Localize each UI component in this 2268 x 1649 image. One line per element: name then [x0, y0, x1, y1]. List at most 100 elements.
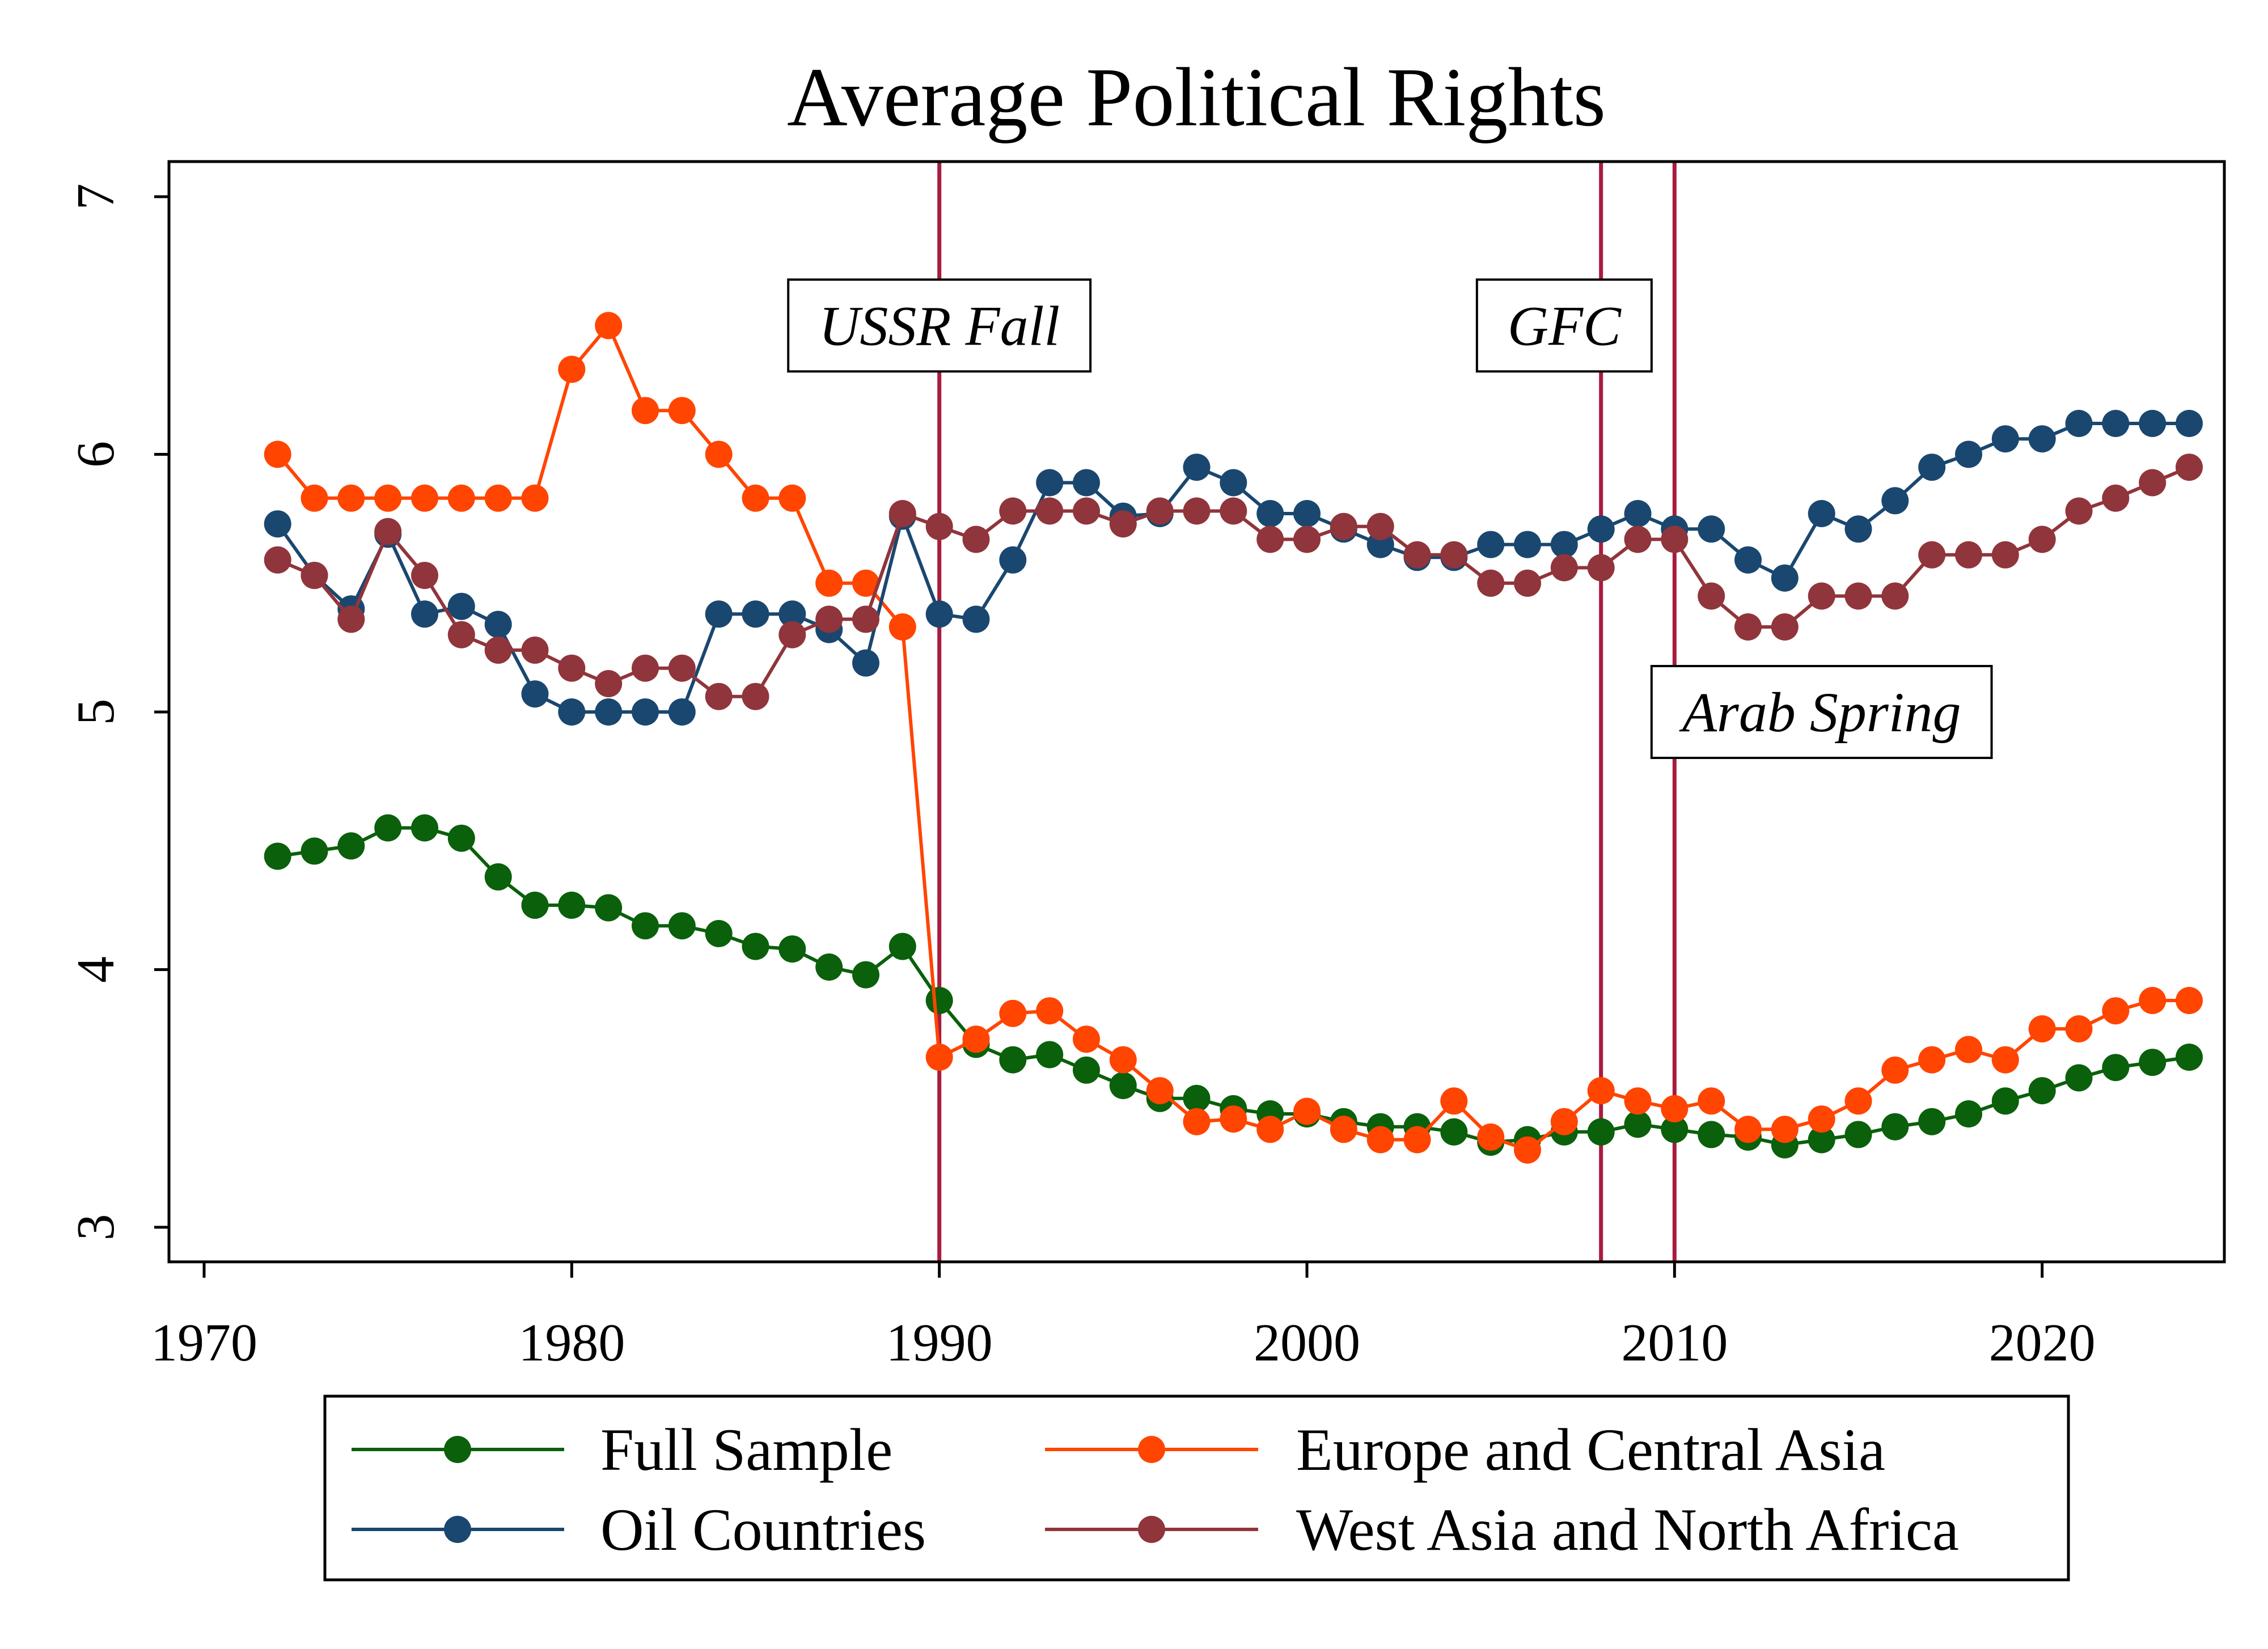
data-point-oil-countries [852, 649, 879, 677]
legend-marker [1138, 1436, 1165, 1463]
data-point-full-sample [1661, 1116, 1689, 1143]
data-point-full-sample [742, 932, 769, 960]
data-point-europe-and-central-asia [1587, 1077, 1615, 1105]
data-point-west-asia-and-north-africa [1073, 497, 1100, 525]
data-point-europe-and-central-asia [2102, 997, 2130, 1025]
y-tick-label: 5 [66, 699, 125, 726]
data-point-full-sample [815, 953, 843, 981]
data-point-west-asia-and-north-africa [1991, 541, 2019, 569]
data-point-west-asia-and-north-africa [888, 500, 916, 527]
data-point-full-sample [632, 912, 659, 940]
y-axis: 3 4 5 6 7 [66, 184, 169, 1241]
data-point-west-asia-and-north-africa [2065, 497, 2093, 525]
data-point-west-asia-and-north-africa [1477, 569, 1505, 597]
x-tick-label: 2010 [1621, 1313, 1728, 1372]
x-tick-label: 1990 [886, 1313, 993, 1372]
data-point-west-asia-and-north-africa [301, 562, 328, 590]
data-point-oil-countries [521, 680, 549, 708]
data-point-europe-and-central-asia [815, 569, 843, 597]
data-point-west-asia-and-north-africa [484, 636, 512, 664]
series-europe-and-central-asia [264, 312, 2203, 1164]
data-point-west-asia-and-north-africa [1734, 613, 1762, 641]
data-point-full-sample [1036, 1041, 1064, 1069]
data-point-west-asia-and-north-africa [2176, 453, 2203, 481]
data-point-europe-and-central-asia [1440, 1087, 1468, 1115]
data-point-europe-and-central-asia [1991, 1046, 2019, 1074]
data-point-oil-countries [2065, 410, 2093, 437]
chart-title: Average Political Rights [787, 51, 1606, 144]
data-point-oil-countries [962, 605, 990, 633]
data-point-oil-countries [1293, 500, 1321, 527]
annotation-box [787, 278, 1092, 373]
data-point-oil-countries [925, 600, 953, 628]
y-tick-label: 3 [66, 1214, 125, 1241]
data-point-west-asia-and-north-africa [264, 546, 291, 574]
data-point-west-asia-and-north-africa [815, 605, 843, 633]
data-point-full-sample [337, 832, 365, 860]
annotation-ussr-fall: USSR Fall [787, 278, 1092, 373]
data-point-west-asia-and-north-africa [1550, 554, 1578, 582]
data-point-oil-countries [1881, 487, 1909, 515]
data-point-europe-and-central-asia [558, 355, 586, 383]
legend-label: Oil Countries [600, 1497, 926, 1563]
legend: Full Sample Europe and Central Asia Oil … [323, 1394, 2070, 1582]
data-point-oil-countries [2139, 410, 2167, 437]
data-point-oil-countries [1771, 564, 1799, 592]
data-point-europe-and-central-asia [1624, 1087, 1652, 1115]
data-point-west-asia-and-north-africa [1624, 525, 1652, 553]
data-point-europe-and-central-asia [888, 613, 916, 641]
series-layer [264, 312, 2203, 1164]
data-point-west-asia-and-north-africa [1698, 582, 1725, 610]
data-point-europe-and-central-asia [301, 484, 328, 512]
data-point-west-asia-and-north-africa [1881, 582, 1909, 610]
data-point-europe-and-central-asia [1514, 1136, 1541, 1164]
data-point-full-sample [2176, 1044, 2203, 1071]
annotation-box [1475, 278, 1653, 373]
data-point-europe-and-central-asia [595, 312, 623, 340]
data-point-west-asia-and-north-africa [632, 654, 659, 682]
data-point-oil-countries [2176, 410, 2203, 437]
data-point-full-sample [1844, 1121, 1872, 1148]
data-point-full-sample [374, 814, 402, 842]
data-point-full-sample [411, 814, 438, 842]
data-point-europe-and-central-asia [925, 1044, 953, 1071]
data-point-oil-countries [411, 600, 438, 628]
data-point-europe-and-central-asia [1330, 1116, 1357, 1143]
data-point-europe-and-central-asia [1109, 1046, 1137, 1074]
legend-marker [444, 1516, 471, 1543]
data-point-full-sample [1073, 1056, 1100, 1084]
data-point-west-asia-and-north-africa [852, 605, 879, 633]
data-point-full-sample [1881, 1113, 1909, 1141]
legend-label: Full Sample [600, 1417, 892, 1483]
data-point-europe-and-central-asia [2065, 1015, 2093, 1042]
data-point-full-sample [778, 935, 806, 963]
data-point-oil-countries [1514, 531, 1541, 558]
data-point-europe-and-central-asia [1550, 1108, 1578, 1135]
data-point-full-sample [2065, 1064, 2093, 1092]
data-point-west-asia-and-north-africa [1955, 541, 1982, 569]
data-point-full-sample [705, 919, 733, 947]
data-point-west-asia-and-north-africa [705, 683, 733, 710]
data-point-europe-and-central-asia [521, 484, 549, 512]
data-point-west-asia-and-north-africa [374, 518, 402, 545]
data-point-europe-and-central-asia [447, 484, 475, 512]
data-point-oil-countries [999, 546, 1027, 574]
data-point-west-asia-and-north-africa [1587, 554, 1615, 582]
data-point-west-asia-and-north-africa [447, 621, 475, 648]
legend-marker [1138, 1516, 1165, 1543]
data-point-europe-and-central-asia [742, 484, 769, 512]
x-tick-label: 2000 [1254, 1313, 1360, 1372]
data-point-west-asia-and-north-africa [999, 497, 1027, 525]
data-point-full-sample [1808, 1126, 1835, 1154]
data-point-west-asia-and-north-africa [521, 636, 549, 664]
data-point-oil-countries [1073, 469, 1100, 497]
annotation-gfc: GFC [1475, 278, 1653, 373]
data-point-full-sample [2139, 1049, 2167, 1076]
data-point-full-sample [301, 837, 328, 865]
data-point-oil-countries [1183, 453, 1211, 481]
data-point-west-asia-and-north-africa [1256, 525, 1284, 553]
data-point-west-asia-and-north-africa [925, 512, 953, 540]
data-point-full-sample [2102, 1054, 2130, 1082]
data-point-europe-and-central-asia [1183, 1108, 1211, 1135]
